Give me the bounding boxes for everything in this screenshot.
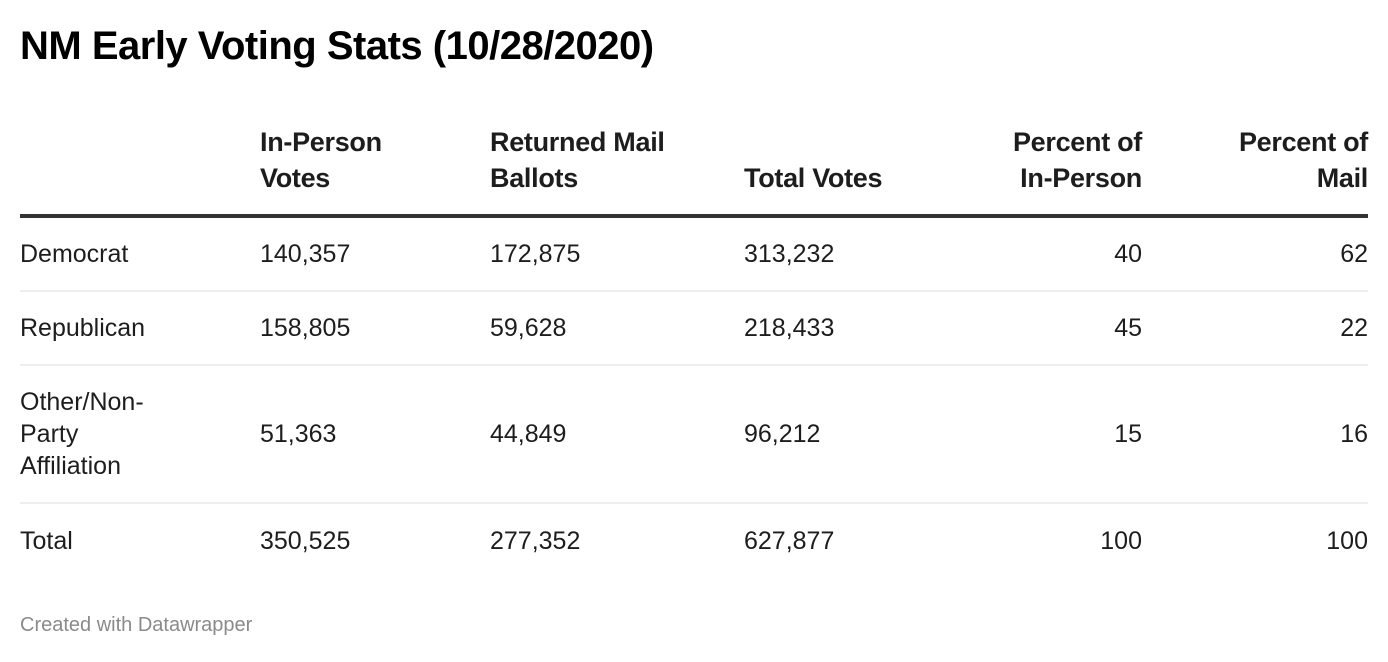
cell-pct-in-person: 45 — [934, 291, 1142, 366]
header-label-column — [20, 124, 260, 218]
table-row-republican: Republican 158,805 59,628 218,433 45 22 — [20, 291, 1368, 366]
voting-stats-table: In-Person Votes Returned Mail Ballots Tota… — [20, 124, 1368, 578]
cell-mail: 59,628 — [490, 291, 744, 366]
table-row-democrat: Democrat 140,357 172,875 313,232 40 62 — [20, 216, 1368, 292]
header-in-person-votes: In-Person Votes — [260, 124, 490, 218]
header-percent-mail: Percent of Mail — [1142, 124, 1368, 218]
row-label: Democrat — [20, 216, 260, 292]
cell-mail: 44,849 — [490, 365, 744, 504]
cell-in-person: 350,525 — [260, 527, 351, 555]
cell-total: 218,433 — [744, 291, 934, 366]
table-row-total: Total 350,525 277,352 627,877 100 100 — [20, 503, 1368, 578]
cell-pct-in-person: 15 — [934, 365, 1142, 504]
cell-total: 627,877 — [744, 527, 835, 555]
row-label: Total — [20, 527, 73, 555]
row-label: Other/Non-Party Affiliation — [20, 365, 260, 504]
cell-in-person: 140,357 — [260, 216, 490, 292]
cell-pct-mail: 100 — [1326, 527, 1368, 555]
cell-pct-in-person: 100 — [1100, 527, 1142, 555]
attribution-footer: Created with Datawrapper — [20, 614, 253, 636]
chart-title: NM Early Voting Stats (10/28/2020) — [20, 24, 654, 68]
cell-total: 96,212 — [744, 365, 934, 504]
cell-in-person: 51,363 — [260, 365, 490, 504]
header-row: In-Person Votes Returned Mail Ballots Tota… — [20, 124, 1368, 218]
cell-mail: 277,352 — [490, 527, 581, 555]
header-returned-mail-ballots: Returned Mail Ballots — [490, 124, 744, 218]
header-total-votes: Total Votes — [744, 124, 934, 218]
cell-total: 313,232 — [744, 216, 934, 292]
cell-mail: 172,875 — [490, 216, 744, 292]
cell-pct-mail: 16 — [1142, 365, 1368, 504]
table-row-other-non-party: Other/Non-Party Affiliation 51,363 44,84… — [20, 365, 1368, 504]
cell-in-person: 158,805 — [260, 291, 490, 366]
cell-pct-in-person: 40 — [934, 216, 1142, 292]
row-label: Republican — [20, 291, 260, 366]
cell-pct-mail: 62 — [1142, 216, 1368, 292]
header-percent-in-person: Percent of In-Person — [934, 124, 1142, 218]
cell-pct-mail: 22 — [1142, 291, 1368, 366]
